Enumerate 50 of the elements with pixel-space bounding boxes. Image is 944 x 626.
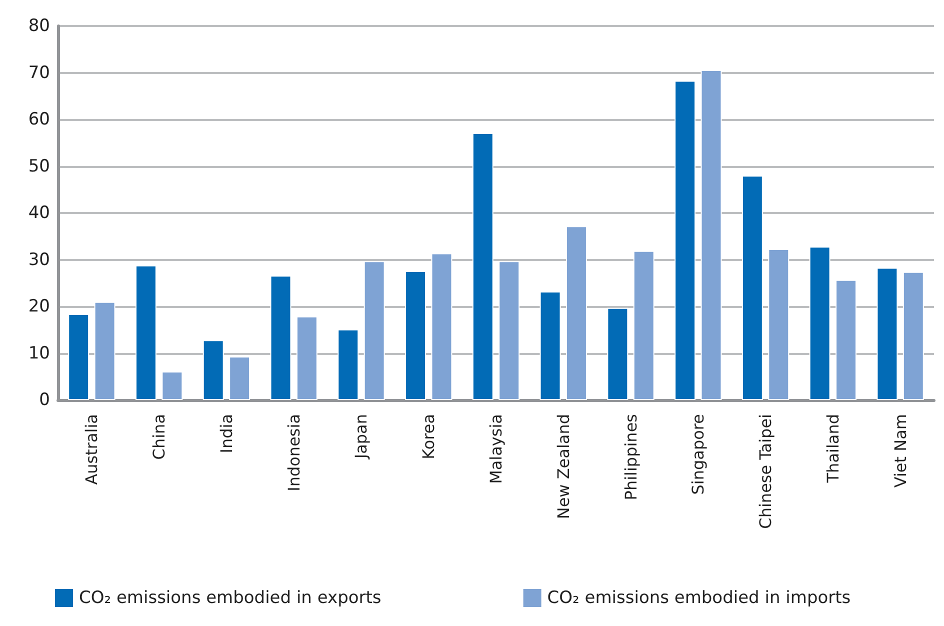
y-tick-label: 60 <box>28 110 50 130</box>
bar <box>270 276 292 400</box>
x-tick-label: Japan <box>352 414 371 460</box>
bar <box>472 133 494 400</box>
bar <box>768 249 790 400</box>
x-tick-label: Viet Nam <box>890 414 910 488</box>
x-tick-label: Philippines <box>621 414 640 500</box>
y-tick-label: 30 <box>28 250 50 270</box>
y-tick-label: 40 <box>28 203 50 223</box>
bar <box>566 226 587 400</box>
bar <box>364 261 385 400</box>
bar <box>540 292 561 400</box>
bar <box>498 261 520 400</box>
bar <box>902 272 924 400</box>
bar <box>135 265 156 400</box>
y-tick-label: 20 <box>28 296 50 316</box>
bar <box>405 270 426 400</box>
y-tick-label: 50 <box>28 156 50 176</box>
x-tick-label: New Zealand <box>554 414 573 520</box>
bar <box>674 80 696 400</box>
y-tick-label: 70 <box>28 62 50 83</box>
bar <box>633 250 654 400</box>
x-tick-label: China <box>150 414 169 460</box>
bar <box>202 340 224 400</box>
bar <box>338 329 359 400</box>
bar <box>229 356 250 400</box>
y-tick-label: 0 <box>39 390 50 410</box>
bar <box>876 268 898 400</box>
x-tick-label: Singapore <box>688 414 708 495</box>
legend-label: CO₂ emissions embodied in exports <box>79 588 382 608</box>
legend-label: CO₂ emissions embodied in imports <box>547 588 851 608</box>
bar <box>836 280 857 400</box>
bar <box>742 176 763 400</box>
x-tick-label: Indonesia <box>284 414 304 492</box>
x-tick-label: Chinese Taipei <box>756 414 776 529</box>
y-tick-label: 10 <box>28 343 50 364</box>
x-tick-label: Korea <box>419 414 438 460</box>
bar <box>296 316 318 400</box>
bar <box>607 308 628 400</box>
x-tick-label: Malaysia <box>486 414 506 484</box>
x-tick-label: Thailand <box>823 414 842 484</box>
bar <box>431 253 452 400</box>
bar <box>809 246 830 400</box>
bar <box>94 302 116 400</box>
y-tick-label: 80 <box>28 16 50 36</box>
bar <box>700 70 722 400</box>
bar <box>68 314 90 400</box>
x-tick-label: India <box>216 414 236 454</box>
x-tick-label: Australia <box>82 414 102 485</box>
bar <box>162 371 183 400</box>
